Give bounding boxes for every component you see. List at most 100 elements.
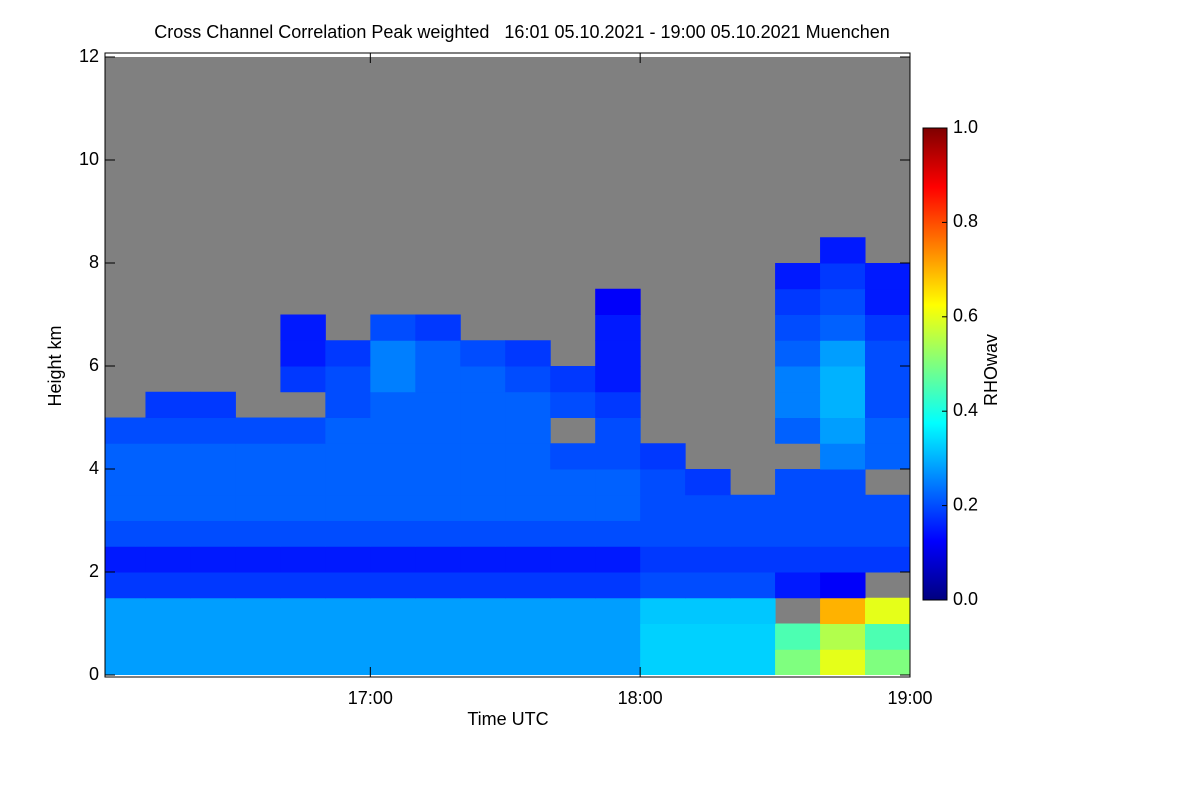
heatmap-cell (685, 546, 731, 573)
heatmap-cell (595, 494, 641, 521)
heatmap-cell (145, 649, 191, 675)
heatmap-cell (325, 572, 371, 599)
heatmap-cell (730, 623, 776, 650)
heatmap-cell (105, 494, 146, 521)
heatmap-cell (505, 443, 551, 470)
heatmap-cell (460, 366, 506, 393)
heatmap-cell (820, 597, 866, 624)
heatmap-cell (505, 366, 551, 393)
heatmap-cell (370, 597, 416, 624)
heatmap-cell (280, 314, 326, 341)
heatmap-cell (685, 494, 731, 521)
heatmap-cell (145, 391, 191, 418)
y-tick-label: 4 (89, 458, 99, 478)
heatmap-cell (505, 417, 551, 444)
heatmap-cell (370, 546, 416, 573)
heatmap-cell (370, 340, 416, 367)
heatmap-cell (775, 340, 821, 367)
heatmap-cell (280, 546, 326, 573)
y-tick-label: 10 (79, 149, 99, 169)
heatmap-cell (415, 366, 461, 393)
heatmap-cell (865, 263, 910, 290)
heatmap-cell (145, 469, 191, 496)
heatmap-cell (505, 623, 551, 650)
heatmap-cell (280, 649, 326, 675)
heatmap-cell (460, 546, 506, 573)
heatmap-cell (505, 520, 551, 547)
heatmap-cell (775, 288, 821, 315)
heatmap-cell (685, 649, 731, 675)
heatmap-cell (280, 417, 326, 444)
heatmap-cell (640, 443, 686, 470)
heatmap-cell (865, 288, 910, 315)
heatmap-cell (775, 366, 821, 393)
heatmap-cell (415, 314, 461, 341)
heatmap-cell (280, 520, 326, 547)
heatmap-cell (190, 597, 236, 624)
heatmap-cell (640, 649, 686, 675)
heatmap-cell (325, 366, 371, 393)
heatmap-cell (235, 443, 281, 470)
heatmap-cell (595, 469, 641, 496)
colorbar-tick-label: 1.0 (953, 117, 978, 137)
heatmap-cell (505, 597, 551, 624)
heatmap-cell (730, 649, 776, 675)
heatmap-cell (640, 494, 686, 521)
heatmap-cell (370, 649, 416, 675)
heatmap-cell (550, 494, 596, 521)
heatmap-cell (145, 572, 191, 599)
heatmap-cell (820, 572, 866, 599)
y-tick-label: 0 (89, 664, 99, 684)
y-axis-label: Height km (45, 325, 65, 406)
heatmap-cell (415, 443, 461, 470)
heatmap-cell (640, 597, 686, 624)
heatmap-cell (145, 623, 191, 650)
heatmap-cell (865, 597, 910, 624)
colorbar-tick-label: 0.0 (953, 589, 978, 609)
heatmap-cell (550, 649, 596, 675)
heatmap-cell (460, 340, 506, 367)
heatmap-cell (595, 443, 641, 470)
colorbar-tick-label: 0.4 (953, 400, 978, 420)
x-tick-label: 19:00 (887, 688, 932, 708)
heatmap-cell (415, 417, 461, 444)
heatmap-cell (505, 546, 551, 573)
heatmap-cell (460, 469, 506, 496)
heatmap-cell (145, 417, 191, 444)
heatmap-cell (685, 572, 731, 599)
heatmap-cell (595, 366, 641, 393)
heatmap-cell (820, 546, 866, 573)
y-tick-label: 8 (89, 252, 99, 272)
heatmap-cell (190, 546, 236, 573)
heatmap-cell (370, 623, 416, 650)
heatmap-cell (595, 623, 641, 650)
heatmap-cell (820, 623, 866, 650)
heatmap-cell (865, 443, 910, 470)
colorbar-tick-label: 0.8 (953, 211, 978, 231)
heatmap-cell (370, 494, 416, 521)
heatmap-cell (235, 572, 281, 599)
heatmap-cell (190, 469, 236, 496)
heatmap-cell (370, 314, 416, 341)
heatmap-cell (235, 520, 281, 547)
heatmap-cell (325, 494, 371, 521)
heatmap-cell (325, 546, 371, 573)
heatmap-cell (550, 520, 596, 547)
heatmap-cell (730, 597, 776, 624)
heatmap-cell (640, 469, 686, 496)
y-tick-label: 2 (89, 561, 99, 581)
heatmap-cell (505, 391, 551, 418)
heatmap-cell (235, 417, 281, 444)
heatmap-cell (415, 597, 461, 624)
heatmap-cell (105, 597, 146, 624)
heatmap-cell (280, 597, 326, 624)
colorbar-tick-label: 0.2 (953, 494, 978, 514)
heatmap-cell (595, 649, 641, 675)
heatmap-cell (325, 520, 371, 547)
heatmap-cell (820, 649, 866, 675)
heatmap-cell (235, 494, 281, 521)
heatmap-cell (460, 520, 506, 547)
heatmap-cell (370, 366, 416, 393)
heatmap-cell (595, 520, 641, 547)
